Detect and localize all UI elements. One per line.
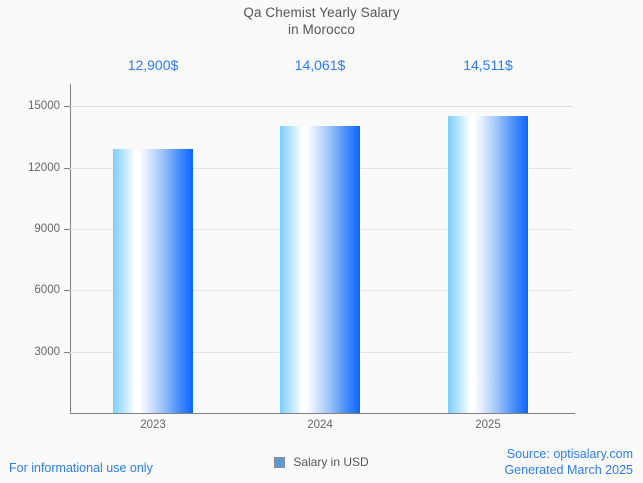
generated-text: Generated March 2025 xyxy=(504,463,633,477)
y-axis-tick-label: 15000 xyxy=(28,100,60,113)
y-axis-line xyxy=(70,84,71,414)
bar-value-label-2024: 14,061$ xyxy=(294,57,346,73)
y-axis-tick xyxy=(64,351,70,353)
bar-value-label-2025: 14,511$ xyxy=(463,57,513,73)
x-axis-label-2025: 2025 xyxy=(475,419,501,431)
x-axis-label-2023: 2023 xyxy=(140,419,166,431)
chart-legend: Salary in USD xyxy=(0,455,643,469)
bar-2025[interactable] xyxy=(448,116,528,413)
legend-swatch-icon xyxy=(274,456,286,468)
legend-label: Salary in USD xyxy=(293,455,369,469)
source-attribution: Source: optisalary.com Generated March 2… xyxy=(504,446,633,478)
gridline xyxy=(70,106,573,108)
y-axis-tick xyxy=(64,167,70,169)
y-axis-tick xyxy=(64,106,70,108)
bar-2024[interactable] xyxy=(280,125,360,413)
x-axis-line xyxy=(70,413,575,414)
y-axis-tick xyxy=(64,290,70,292)
y-axis-tick-label: 12000 xyxy=(28,161,60,174)
chart-title-line1: Qa Chemist Yearly Salary xyxy=(243,5,400,20)
y-axis-tick-label: 6000 xyxy=(34,284,60,297)
chart-title: Qa Chemist Yearly Salary in Morocco xyxy=(0,4,643,38)
y-axis-tick-label: 3000 xyxy=(34,345,60,358)
chart-title-line2: in Morocco xyxy=(287,22,356,37)
bar-2023[interactable] xyxy=(113,149,193,413)
bar-value-label-2023: 12,900$ xyxy=(127,57,179,73)
y-axis-tick xyxy=(64,229,70,231)
y-axis-tick-label: 9000 xyxy=(34,223,60,236)
disclaimer-text: For informational use only xyxy=(9,461,153,475)
source-text: Source: optisalary.com xyxy=(506,447,633,461)
plot-area: 3000 6000 9000 12000 15000 xyxy=(28,86,573,413)
x-axis-label-2024: 2024 xyxy=(307,419,333,431)
